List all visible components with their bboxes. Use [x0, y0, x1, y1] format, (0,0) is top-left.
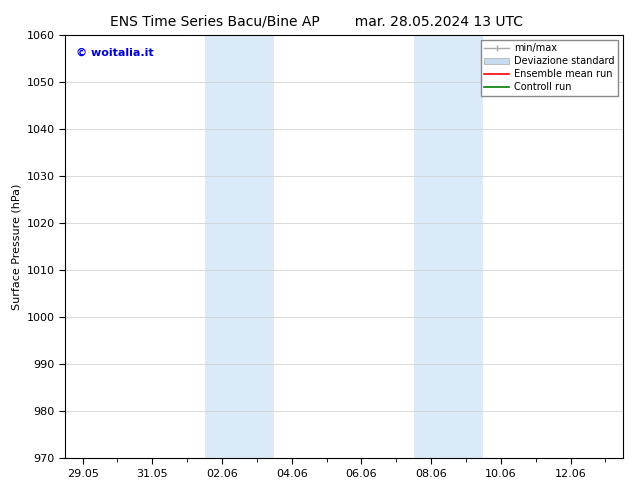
Y-axis label: Surface Pressure (hPa): Surface Pressure (hPa): [11, 183, 21, 310]
Text: © woitalia.it: © woitalia.it: [76, 48, 154, 57]
Bar: [205, 35, 275, 459]
Bar: [414, 35, 484, 459]
Legend: min/max, Deviazione standard, Ensemble mean run, Controll run: min/max, Deviazione standard, Ensemble m…: [481, 40, 618, 96]
Text: ENS Time Series Bacu/Bine AP        mar. 28.05.2024 13 UTC: ENS Time Series Bacu/Bine AP mar. 28.05.…: [110, 15, 524, 29]
